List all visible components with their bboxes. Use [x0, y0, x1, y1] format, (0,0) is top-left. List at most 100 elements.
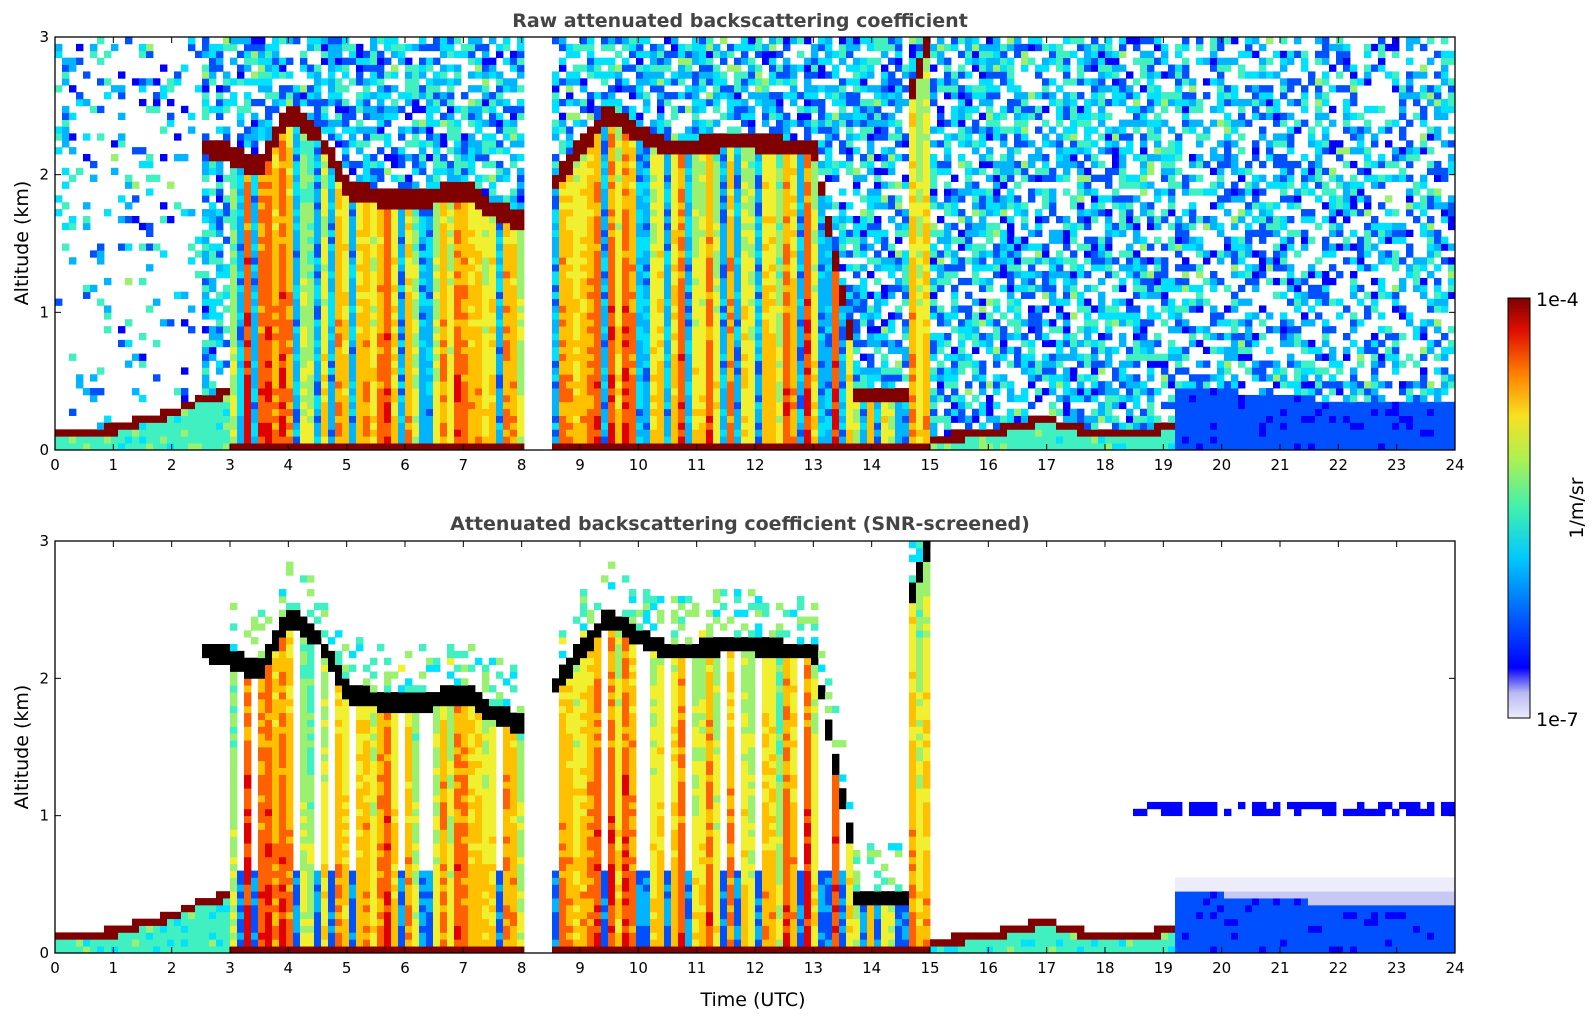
heatmap-cell: [496, 443, 504, 451]
heatmap-cell: [90, 374, 98, 382]
heatmap-cell: [643, 133, 651, 141]
heatmap-cell: [664, 332, 672, 341]
heatmap-cell: [769, 105, 777, 114]
heatmap-cell: [321, 188, 329, 196]
heatmap-cell: [258, 188, 266, 196]
heatmap-cell: [601, 277, 609, 286]
heatmap-cell: [468, 319, 476, 327]
heatmap-cell: [83, 291, 91, 299]
heatmap-cell: [461, 243, 469, 251]
heatmap-cell: [713, 429, 721, 437]
heatmap-cell: [580, 353, 588, 361]
heatmap-cell: [426, 229, 434, 238]
heatmap-cell: [629, 215, 637, 224]
heatmap-cell: [762, 305, 770, 313]
heatmap-cell: [769, 250, 777, 258]
heatmap-cell: [230, 37, 238, 45]
heatmap-cell: [489, 209, 497, 217]
heatmap-cell: [356, 346, 364, 355]
heatmap-cell: [818, 353, 826, 361]
heatmap-cell: [559, 298, 567, 306]
heatmap-cell: [328, 257, 336, 265]
heatmap-cell: [755, 243, 763, 251]
heatmap-cell: [265, 195, 273, 203]
heatmap-cell: [475, 236, 483, 244]
heatmap-cell: [342, 257, 350, 265]
heatmap-cell: [741, 264, 749, 272]
heatmap-cell: [804, 394, 812, 403]
heatmap-cell: [272, 43, 280, 52]
heatmap-cell: [286, 154, 294, 162]
heatmap-cell: [62, 57, 70, 65]
heatmap-cell: [426, 422, 434, 430]
heatmap-cell: [601, 332, 609, 341]
heatmap-cell: [650, 160, 658, 169]
heatmap-cell: [244, 436, 252, 444]
heatmap-cell: [629, 415, 637, 423]
heatmap-cell: [461, 250, 469, 258]
heatmap-cell: [608, 326, 616, 334]
heatmap-cell: [629, 202, 637, 210]
heatmap-cell: [475, 374, 483, 382]
heatmap-cell: [615, 160, 623, 169]
heatmap-cell: [580, 291, 588, 299]
heatmap-cell: [482, 284, 490, 293]
heatmap-cell: [657, 346, 665, 355]
heatmap-cell: [398, 291, 406, 299]
heatmap-cell: [734, 236, 742, 244]
heatmap-cell: [447, 415, 455, 423]
heatmap-cell: [391, 112, 399, 120]
heatmap-cell: [580, 388, 588, 396]
heatmap-cell: [328, 443, 336, 451]
heatmap-cell: [594, 367, 602, 375]
heatmap-cell: [510, 250, 518, 258]
heatmap-cell: [594, 312, 602, 320]
heatmap-cell: [601, 167, 609, 176]
heatmap-cell: [783, 37, 791, 45]
heatmap-cell: [314, 422, 322, 430]
heatmap-cell: [713, 50, 721, 59]
heatmap-cell: [335, 291, 343, 299]
heatmap-cell: [482, 436, 490, 444]
heatmap-cell: [216, 271, 224, 279]
heatmap-cell: [300, 236, 308, 244]
heatmap-cell: [825, 92, 833, 100]
heatmap-cell: [307, 85, 315, 93]
heatmap-cell: [797, 284, 805, 293]
heatmap-cell: [454, 388, 462, 396]
heatmap-cell: [510, 202, 518, 210]
heatmap-cell: [692, 305, 700, 313]
heatmap-cell: [552, 236, 560, 244]
heatmap-cell: [475, 188, 483, 196]
heatmap-cell: [202, 305, 210, 313]
heatmap-cell: [307, 98, 315, 107]
heatmap-cell: [643, 50, 651, 59]
heatmap-cell: [629, 133, 637, 141]
heatmap-cell: [286, 236, 294, 244]
heatmap-cell: [489, 429, 497, 437]
heatmap-cell: [755, 181, 763, 189]
heatmap-cell: [202, 92, 210, 100]
heatmap-cell: [776, 105, 784, 114]
heatmap-cell: [384, 243, 392, 251]
heatmap-cell: [615, 374, 623, 382]
heatmap-cell: [237, 236, 245, 244]
heatmap-cell: [307, 160, 315, 169]
heatmap-cell: [482, 236, 490, 244]
heatmap-cell: [622, 436, 630, 444]
heatmap-cell: [643, 154, 651, 162]
heatmap-cell: [517, 339, 525, 348]
heatmap-cell: [412, 429, 420, 437]
heatmap-cell: [342, 112, 350, 120]
heatmap-cell: [636, 381, 644, 389]
heatmap-cell: [482, 92, 490, 100]
heatmap-cell: [783, 429, 791, 437]
heatmap-cell: [398, 429, 406, 437]
heatmap-cell: [440, 222, 448, 231]
heatmap-cell: [377, 408, 385, 416]
heatmap-cell: [713, 346, 721, 355]
heatmap-cell: [244, 346, 252, 355]
heatmap-cell: [636, 339, 644, 348]
heatmap-cell: [580, 140, 588, 148]
heatmap-cell: [734, 174, 742, 182]
